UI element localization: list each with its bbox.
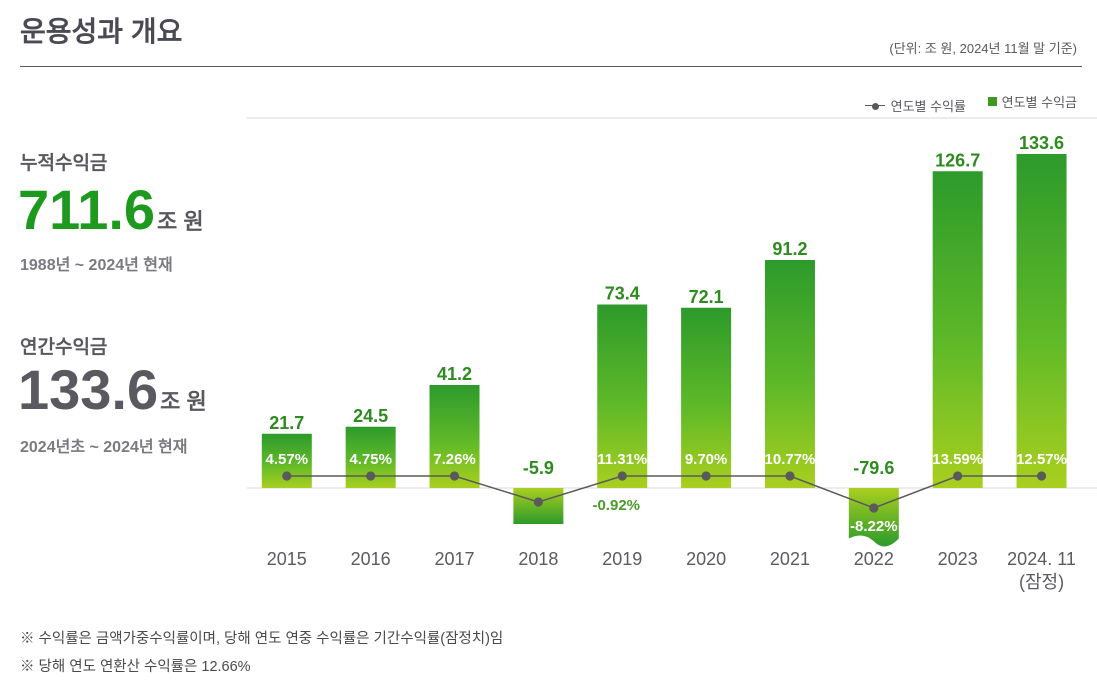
- svg-text:72.1: 72.1: [689, 287, 724, 307]
- svg-text:2017: 2017: [434, 549, 474, 569]
- svg-text:-0.92%: -0.92%: [592, 497, 640, 514]
- svg-text:91.2: 91.2: [772, 239, 807, 259]
- svg-text:-5.9: -5.9: [523, 458, 554, 478]
- svg-text:13.59%: 13.59%: [932, 451, 983, 468]
- svg-text:2016: 2016: [351, 549, 391, 569]
- svg-text:2022: 2022: [854, 549, 894, 569]
- svg-text:2015: 2015: [267, 549, 307, 569]
- svg-text:4.57%: 4.57%: [266, 451, 309, 468]
- svg-text:2019: 2019: [602, 549, 642, 569]
- svg-text:73.4: 73.4: [605, 284, 640, 304]
- svg-text:2018: 2018: [518, 549, 558, 569]
- svg-text:12.57%: 12.57%: [1016, 451, 1067, 468]
- svg-text:126.7: 126.7: [935, 150, 980, 170]
- svg-text:24.5: 24.5: [353, 406, 388, 426]
- svg-text:-8.22%: -8.22%: [850, 518, 898, 535]
- svg-text:4.75%: 4.75%: [349, 451, 392, 468]
- svg-text:21.7: 21.7: [269, 413, 304, 433]
- svg-text:2023: 2023: [938, 549, 978, 569]
- svg-text:9.70%: 9.70%: [685, 451, 728, 468]
- svg-text:2024. 11: 2024. 11: [1007, 549, 1076, 569]
- svg-text:133.6: 133.6: [1019, 133, 1064, 153]
- svg-text:2020: 2020: [686, 549, 726, 569]
- svg-text:10.77%: 10.77%: [765, 451, 816, 468]
- svg-text:2021: 2021: [770, 549, 810, 569]
- svg-text:11.31%: 11.31%: [597, 451, 647, 468]
- svg-text:7.26%: 7.26%: [433, 451, 476, 468]
- svg-text:41.2: 41.2: [437, 364, 472, 384]
- svg-text:-79.6: -79.6: [853, 458, 894, 478]
- svg-text:(잠정): (잠정): [1019, 572, 1064, 592]
